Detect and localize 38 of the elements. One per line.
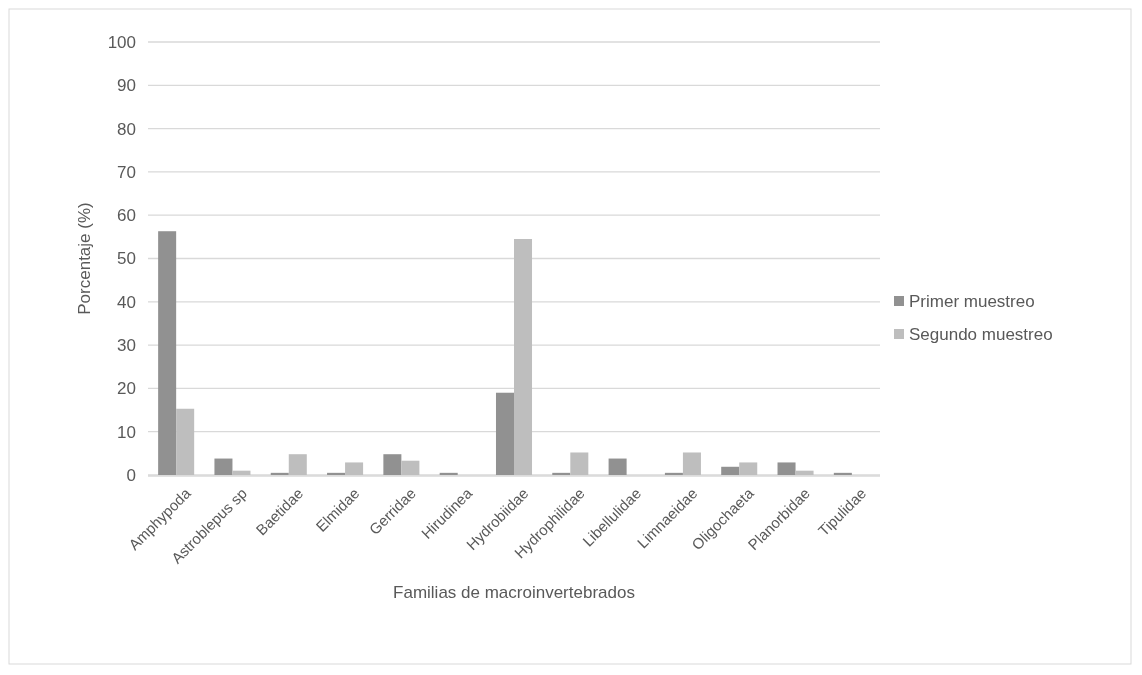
bar [158,231,177,475]
bar [833,472,852,475]
bar [570,452,589,475]
bar [214,458,233,475]
y-tick-label: 40 [117,292,136,312]
bar [232,470,251,475]
bar [383,454,402,475]
bar [345,462,364,475]
bar [795,470,814,475]
legend-label: Segundo muestreo [909,324,1053,344]
y-tick-label: 60 [117,206,136,226]
bar [682,452,701,475]
bar [176,408,195,475]
bar [401,460,420,475]
y-tick-label: 90 [117,76,136,96]
bar [270,472,289,475]
bar [777,462,796,475]
y-tick-label: 70 [117,162,136,182]
bar [739,462,758,475]
bar [552,472,571,475]
bar [664,472,683,475]
y-tick-label: 30 [117,336,136,356]
x-axis-title: Familias de macroinvertebrados [393,583,635,602]
legend-label: Primer muestreo [909,291,1035,311]
bar [721,466,740,475]
bar [439,472,458,475]
y-tick-label: 100 [107,32,136,52]
bar [495,392,514,475]
y-tick-label: 10 [117,422,136,442]
bar [608,458,627,475]
y-tick-label: 50 [117,249,136,269]
bar [514,239,533,475]
y-tick-label: 0 [126,465,136,485]
bar [327,472,346,475]
y-axis-title: Porcentaje (%) [75,202,94,315]
y-tick-label: 80 [117,119,136,139]
y-tick-label: 20 [117,379,136,399]
bar [288,454,307,475]
